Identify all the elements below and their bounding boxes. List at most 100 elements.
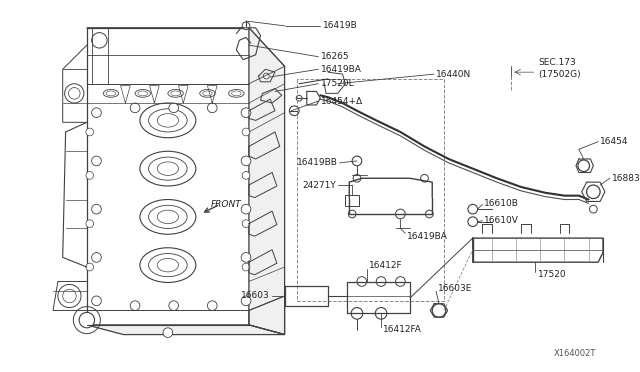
Text: 17520: 17520 bbox=[538, 270, 567, 279]
Circle shape bbox=[242, 171, 250, 179]
Polygon shape bbox=[87, 28, 285, 66]
Text: 16412F: 16412F bbox=[369, 261, 402, 270]
Bar bbox=[346, 195, 359, 206]
Circle shape bbox=[289, 106, 299, 116]
Text: 16419B: 16419B bbox=[323, 21, 358, 31]
Circle shape bbox=[242, 22, 250, 30]
Ellipse shape bbox=[106, 91, 116, 96]
Ellipse shape bbox=[168, 90, 183, 97]
Circle shape bbox=[396, 277, 405, 286]
Ellipse shape bbox=[148, 157, 187, 180]
Circle shape bbox=[169, 301, 179, 311]
Circle shape bbox=[86, 220, 93, 228]
Ellipse shape bbox=[232, 91, 241, 96]
Text: 16412FA: 16412FA bbox=[383, 325, 422, 334]
Text: SEC.173: SEC.173 bbox=[538, 58, 576, 67]
Circle shape bbox=[396, 209, 405, 219]
Text: 16419BB: 16419BB bbox=[297, 158, 338, 167]
Ellipse shape bbox=[157, 210, 179, 224]
Circle shape bbox=[92, 296, 101, 306]
Circle shape bbox=[241, 204, 251, 214]
Circle shape bbox=[296, 95, 302, 101]
Text: 16610V: 16610V bbox=[484, 216, 519, 225]
Circle shape bbox=[169, 103, 179, 113]
Circle shape bbox=[241, 156, 251, 166]
Ellipse shape bbox=[140, 103, 196, 138]
Circle shape bbox=[578, 160, 589, 171]
Text: 16265: 16265 bbox=[321, 52, 350, 61]
Text: 16603: 16603 bbox=[241, 292, 270, 301]
Circle shape bbox=[242, 220, 250, 228]
Polygon shape bbox=[87, 325, 285, 334]
Ellipse shape bbox=[203, 91, 212, 96]
Text: 16883: 16883 bbox=[612, 174, 640, 183]
Circle shape bbox=[242, 263, 250, 271]
Circle shape bbox=[92, 253, 101, 262]
Ellipse shape bbox=[140, 248, 196, 282]
Circle shape bbox=[86, 263, 93, 271]
Ellipse shape bbox=[157, 162, 179, 175]
Circle shape bbox=[131, 103, 140, 113]
Ellipse shape bbox=[138, 91, 148, 96]
Circle shape bbox=[58, 285, 81, 308]
Circle shape bbox=[92, 108, 101, 118]
Circle shape bbox=[589, 205, 597, 213]
Polygon shape bbox=[249, 28, 285, 334]
Text: 24271Y: 24271Y bbox=[302, 180, 336, 190]
Circle shape bbox=[86, 128, 93, 136]
Circle shape bbox=[352, 156, 362, 166]
Circle shape bbox=[264, 73, 269, 79]
Text: (17502G): (17502G) bbox=[538, 70, 581, 78]
Circle shape bbox=[351, 308, 363, 319]
Circle shape bbox=[468, 204, 477, 214]
Ellipse shape bbox=[200, 90, 215, 97]
Text: 16440N: 16440N bbox=[436, 70, 471, 78]
Text: 16419BA: 16419BA bbox=[321, 65, 362, 74]
Circle shape bbox=[63, 289, 76, 303]
Ellipse shape bbox=[157, 113, 179, 127]
Circle shape bbox=[92, 33, 107, 48]
Circle shape bbox=[163, 328, 173, 337]
Circle shape bbox=[357, 277, 367, 286]
Text: 16603E: 16603E bbox=[438, 284, 472, 293]
Circle shape bbox=[92, 204, 101, 214]
Circle shape bbox=[65, 84, 84, 103]
Circle shape bbox=[241, 108, 251, 118]
Circle shape bbox=[241, 253, 251, 262]
Ellipse shape bbox=[135, 90, 150, 97]
Ellipse shape bbox=[103, 90, 118, 97]
Text: 16454+Δ: 16454+Δ bbox=[321, 97, 364, 106]
Ellipse shape bbox=[148, 205, 187, 228]
Text: 16419BA: 16419BA bbox=[407, 232, 448, 241]
Circle shape bbox=[468, 217, 477, 227]
Circle shape bbox=[353, 174, 361, 182]
Polygon shape bbox=[87, 28, 249, 325]
Ellipse shape bbox=[140, 199, 196, 234]
Circle shape bbox=[241, 296, 251, 306]
Circle shape bbox=[432, 304, 445, 317]
Ellipse shape bbox=[228, 90, 244, 97]
Ellipse shape bbox=[148, 254, 187, 277]
Circle shape bbox=[86, 171, 93, 179]
Ellipse shape bbox=[171, 91, 180, 96]
Circle shape bbox=[207, 103, 217, 113]
Circle shape bbox=[587, 185, 600, 199]
Text: FRONT: FRONT bbox=[211, 200, 241, 209]
Circle shape bbox=[426, 210, 433, 218]
Text: 16454: 16454 bbox=[600, 137, 628, 146]
Text: 16610B: 16610B bbox=[484, 199, 519, 208]
Ellipse shape bbox=[148, 109, 187, 132]
Circle shape bbox=[242, 128, 250, 136]
Circle shape bbox=[376, 277, 386, 286]
Circle shape bbox=[131, 301, 140, 311]
Ellipse shape bbox=[157, 259, 179, 272]
Text: 17520L: 17520L bbox=[321, 79, 355, 88]
Circle shape bbox=[79, 312, 95, 328]
Text: X164002T: X164002T bbox=[554, 349, 596, 358]
Circle shape bbox=[92, 156, 101, 166]
Ellipse shape bbox=[140, 151, 196, 186]
Circle shape bbox=[375, 308, 387, 319]
Circle shape bbox=[420, 174, 428, 182]
Circle shape bbox=[207, 301, 217, 311]
Circle shape bbox=[348, 210, 356, 218]
